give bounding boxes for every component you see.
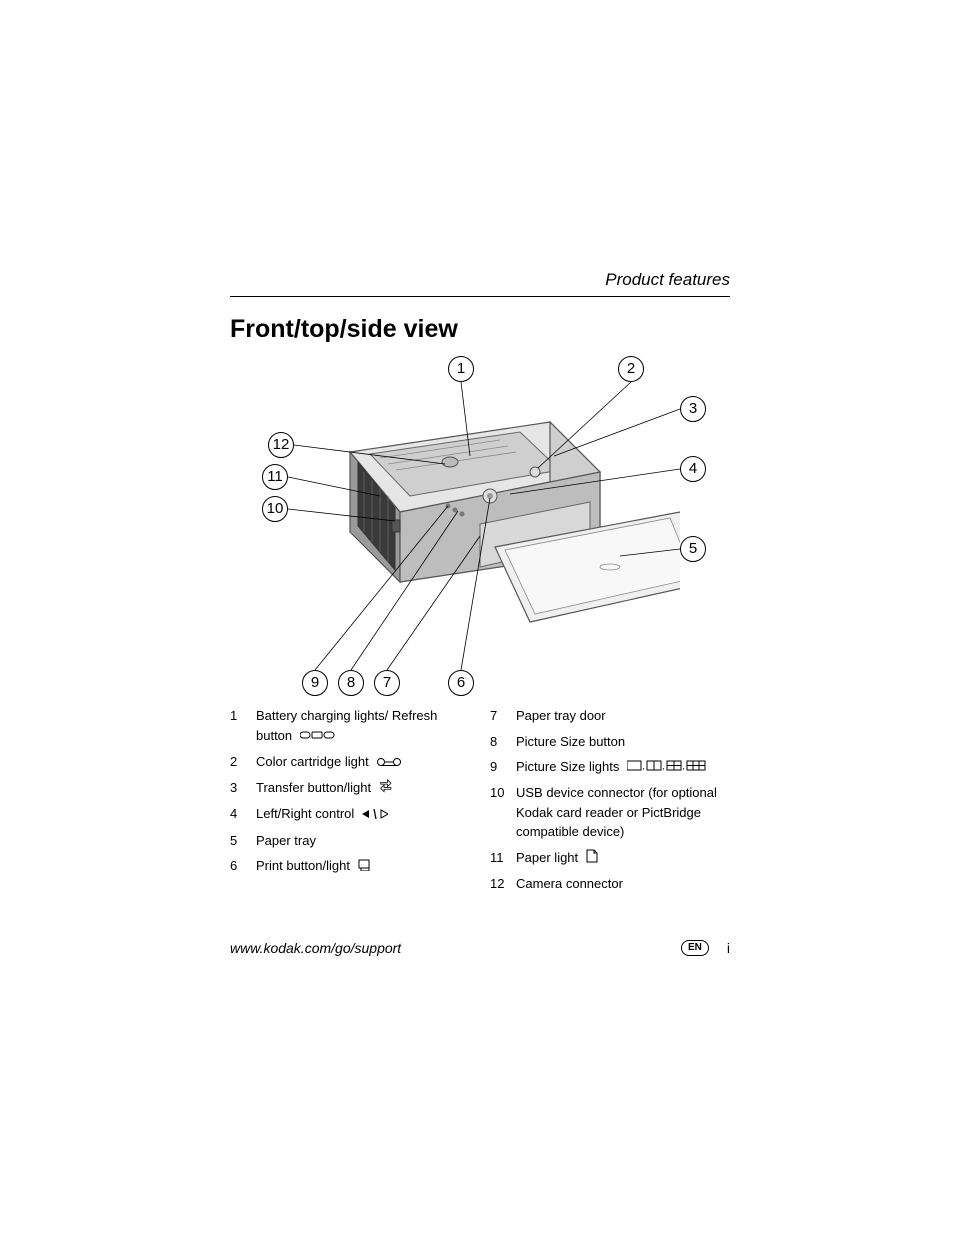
- legend-item: 6 Print button/light: [230, 856, 470, 876]
- picture-sizes-icon: , , ,: [627, 758, 707, 778]
- callout-10: 10: [262, 496, 288, 522]
- legend-label: Color cartridge light: [256, 754, 369, 769]
- legend-label: Paper tray: [256, 831, 470, 851]
- legend-num: 4: [230, 804, 256, 824]
- transfer-icon: [379, 779, 395, 799]
- legend-num: 2: [230, 752, 256, 772]
- callout-7: 7: [374, 670, 400, 696]
- legend-item: 7 Paper tray door: [490, 706, 730, 726]
- legend-col-left: 1 Battery charging lights/ Refresh butto…: [230, 706, 470, 900]
- svg-text:,: ,: [682, 761, 685, 771]
- legend-item: 3 Transfer button/light: [230, 778, 470, 798]
- legend-num: 9: [490, 757, 516, 777]
- legend-text: Transfer button/light: [256, 778, 470, 798]
- legend-text: Picture Size lights , , ,: [516, 757, 730, 777]
- legend-text: Paper light: [516, 848, 730, 868]
- callout-3: 3: [680, 396, 706, 422]
- section-title: Product features: [230, 270, 730, 290]
- legend-text: Print button/light: [256, 856, 470, 876]
- legend-num: 6: [230, 856, 256, 876]
- legend: 1 Battery charging lights/ Refresh butto…: [230, 706, 730, 900]
- legend-label: Transfer button/light: [256, 780, 371, 795]
- battery-lights-icon: [300, 726, 336, 746]
- language-badge: EN: [681, 940, 709, 956]
- footer: www.kodak.com/go/support EN i: [230, 940, 730, 956]
- legend-label: Left/Right control: [256, 806, 354, 821]
- rule: [230, 296, 730, 297]
- legend-num: 5: [230, 831, 256, 851]
- print-icon: [358, 857, 372, 877]
- svg-text:,: ,: [662, 761, 665, 771]
- cartridge-icon: [376, 753, 402, 773]
- legend-label: Camera connector: [516, 874, 730, 894]
- legend-label: Picture Size lights: [516, 759, 619, 774]
- legend-num: 7: [490, 706, 516, 726]
- legend-item: 5 Paper tray: [230, 831, 470, 851]
- legend-item: 4 Left/Right control: [230, 804, 470, 824]
- legend-item: 12 Camera connector: [490, 874, 730, 894]
- legend-text: Left/Right control: [256, 804, 470, 824]
- legend-label: Paper tray door: [516, 706, 730, 726]
- page-number: i: [727, 940, 730, 956]
- legend-text: Color cartridge light: [256, 752, 470, 772]
- legend-label: Print button/light: [256, 858, 350, 873]
- legend-text: Battery charging lights/ Refresh button: [256, 706, 470, 746]
- legend-item: 1 Battery charging lights/ Refresh butto…: [230, 706, 470, 746]
- svg-text:,: ,: [642, 761, 645, 771]
- callout-1: 1: [448, 356, 474, 382]
- legend-label: USB device connector (for optional Kodak…: [516, 783, 730, 842]
- callout-12: 12: [268, 432, 294, 458]
- legend-label: Paper light: [516, 850, 578, 865]
- callout-5: 5: [680, 536, 706, 562]
- diagram: 1 2 3 4 5 6 7 8 9 10 11 12: [230, 356, 730, 696]
- paper-icon: [586, 849, 598, 869]
- legend-item: 9 Picture Size lights , , ,: [490, 757, 730, 777]
- legend-num: 10: [490, 783, 516, 803]
- leftright-icon: [362, 805, 388, 825]
- callout-9: 9: [302, 670, 328, 696]
- legend-num: 12: [490, 874, 516, 894]
- page-heading: Front/top/side view: [230, 315, 730, 344]
- callout-11: 11: [262, 464, 288, 490]
- callout-8: 8: [338, 670, 364, 696]
- legend-item: 8 Picture Size button: [490, 732, 730, 752]
- footer-url: www.kodak.com/go/support: [230, 940, 401, 956]
- legend-num: 11: [490, 848, 516, 868]
- legend-num: 1: [230, 706, 256, 726]
- legend-label: Battery charging lights/ Refresh button: [256, 708, 437, 743]
- legend-item: 10 USB device connector (for optional Ko…: [490, 783, 730, 842]
- callout-6: 6: [448, 670, 474, 696]
- printer-illustration: [280, 392, 680, 652]
- legend-item: 11 Paper light: [490, 848, 730, 868]
- legend-item: 2 Color cartridge light: [230, 752, 470, 772]
- callout-4: 4: [680, 456, 706, 482]
- legend-num: 8: [490, 732, 516, 752]
- legend-col-right: 7 Paper tray door 8 Picture Size button …: [490, 706, 730, 900]
- legend-num: 3: [230, 778, 256, 798]
- callout-2: 2: [618, 356, 644, 382]
- legend-label: Picture Size button: [516, 732, 730, 752]
